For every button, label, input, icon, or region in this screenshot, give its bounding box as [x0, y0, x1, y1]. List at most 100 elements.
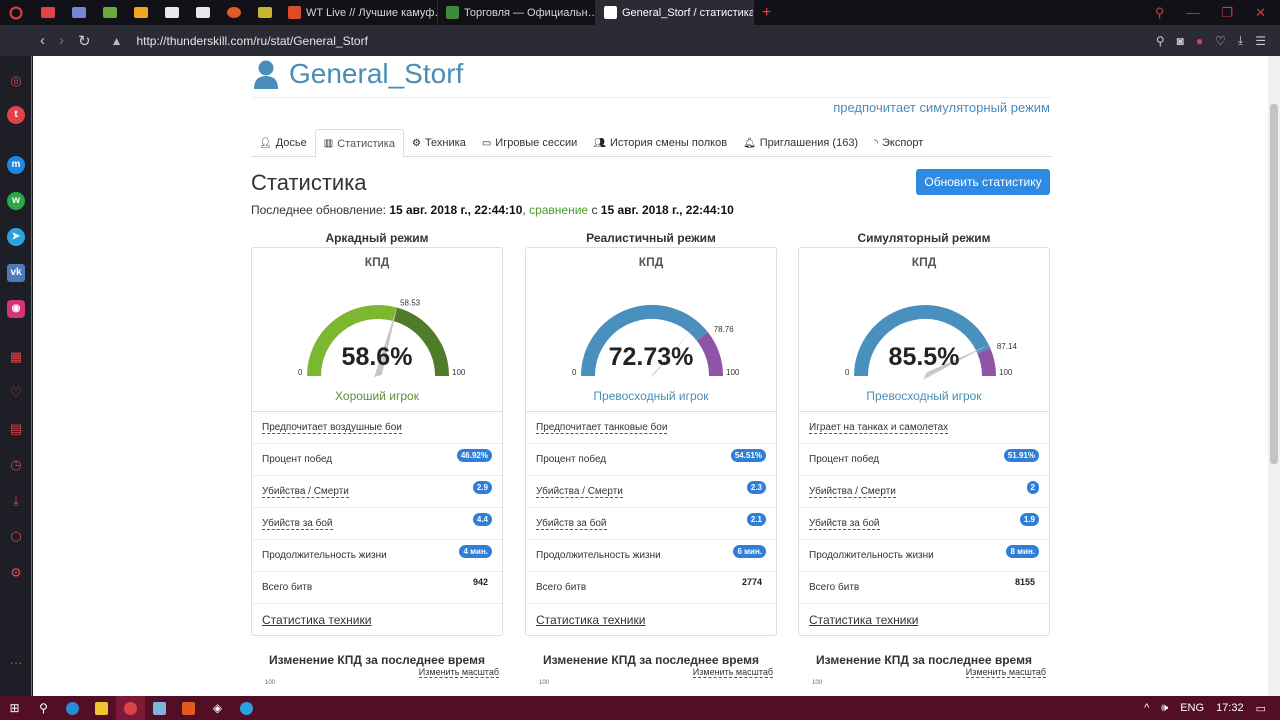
opera-menu-icon[interactable] [0, 0, 32, 25]
notifications-icon[interactable]: ▭ [1255, 702, 1266, 715]
tab-vehicles[interactable]: ⚙ Техника [404, 129, 474, 157]
gauge-min-label: 0 [298, 368, 303, 377]
tab-squadron-history[interactable]: 👥︎ История смены полков [585, 129, 735, 157]
clock[interactable]: 17:32 [1216, 702, 1244, 714]
change-scale-link[interactable]: Изменить масштаб [692, 667, 773, 678]
pinned-tab-book[interactable] [94, 0, 125, 25]
adblock-icon[interactable]: ● [1195, 33, 1204, 48]
search-icon[interactable]: ⚲ [39, 701, 48, 715]
tab-wt-live[interactable]: WT Live // Лучшие камуф… [280, 0, 438, 25]
camera-icon[interactable]: ◙ [1176, 33, 1184, 48]
change-scale-link[interactable]: Изменить масштаб [418, 667, 499, 678]
player-rating: Превосходный игрок [593, 389, 709, 403]
tab-export[interactable]: ◝ Экспорт [866, 129, 931, 157]
language-indicator[interactable]: ENG [1180, 702, 1205, 714]
new-tab-button[interactable]: + [762, 3, 772, 21]
extensions-icon[interactable]: ⬡ [10, 529, 22, 544]
preference-label[interactable]: Играет на танках и самолетах [809, 421, 949, 434]
vehicle-stats-link[interactable]: Статистика техники [536, 612, 646, 627]
stat-label[interactable]: Убийств за бой [262, 517, 333, 530]
opera-sidebar: ◎ t m w ➤ vk ◉ ▦ ♡ ▤ ◷ ⤓ ⬡ ⚙ ··· [0, 56, 32, 696]
whatsapp-icon[interactable]: w [7, 192, 25, 210]
pinned-tab-gmail-1[interactable] [156, 0, 187, 25]
history-icon[interactable]: ◷ [10, 457, 22, 472]
tab-statistics[interactable]: ▥ Статистика [314, 129, 404, 158]
warning-icon[interactable]: ▲ [110, 33, 123, 48]
heart-icon[interactable]: ♡ [1215, 33, 1226, 48]
search-tabs-icon[interactable]: ⚲ [1154, 4, 1165, 20]
app-icon[interactable] [145, 696, 174, 720]
vehicle-stats-link[interactable]: Статистика техники [809, 612, 919, 627]
tool-icon[interactable]: ◈ [212, 701, 223, 715]
forward-button[interactable]: › [59, 32, 64, 49]
tab-general-storf[interactable]: General_Storf / статистика ✕ [596, 0, 754, 25]
instagram-icon[interactable]: ◉ [7, 300, 25, 318]
mode-title: Симуляторный режим [857, 231, 991, 245]
url-field[interactable]: http://thunderskill.com/ru/stat/General_… [136, 33, 368, 48]
search-icon[interactable]: ⚲ [1155, 33, 1165, 48]
menu-icon[interactable]: ☰ [1255, 33, 1266, 48]
office-icon[interactable] [174, 696, 203, 720]
gauge-marker-label: 87.14 [997, 342, 1018, 351]
tab-dossier[interactable]: 👤︎ Досье [251, 129, 315, 157]
messenger-icon[interactable]: m [7, 156, 25, 174]
reload-button[interactable]: ↻ [78, 32, 91, 50]
pinned-tab-r[interactable] [125, 0, 156, 25]
pinned-tab-discord[interactable] [63, 0, 94, 25]
page-scrollbar[interactable] [1268, 56, 1280, 696]
speed-dial-icon[interactable]: ◎ [10, 73, 22, 88]
vehicle-stats-link[interactable]: Статистика техники [262, 612, 372, 627]
settings-icon[interactable]: ⚙ [10, 565, 22, 580]
twitch-icon[interactable]: t [7, 106, 25, 124]
tab-invitations[interactable]: 🔔︎ Приглашения (163) [735, 129, 866, 157]
stat-label[interactable]: Убийства / Смерти [262, 485, 349, 498]
vk-icon[interactable]: vk [7, 264, 25, 282]
back-button[interactable]: ‹ [40, 32, 45, 49]
pinned-tab-youtube[interactable] [32, 0, 63, 25]
tab-trading[interactable]: Торговля — Официальн… [438, 0, 596, 25]
close-window-button[interactable]: ✕ [1255, 4, 1266, 20]
preference-label[interactable]: Предпочитает воздушные бои [262, 421, 402, 434]
kpd-trend-chart: Изменение КПД за последнее время Изменить… [251, 653, 503, 686]
stat-row-life: Продолжительность жизни 6 мин. [526, 540, 776, 572]
telegram-icon[interactable]: ➤ [7, 228, 25, 246]
tab-title: Торговля — Официальн… [464, 6, 596, 19]
preference-row[interactable]: Предпочитает танковые бои [526, 412, 776, 444]
stat-label: Всего битв [536, 582, 587, 593]
telegram-taskbar-icon[interactable] [232, 696, 261, 720]
favorites-icon[interactable]: ♡ [10, 385, 22, 400]
more-icon[interactable]: ··· [9, 655, 23, 670]
gauge-chart: 58.53 0 100 [298, 299, 466, 378]
pinned-tab-gmail-2[interactable] [187, 0, 218, 25]
stat-label[interactable]: Убийства / Смерти [536, 485, 623, 498]
change-scale-link[interactable]: Изменить масштаб [965, 667, 1046, 678]
opera-taskbar-icon[interactable] [116, 696, 145, 720]
tab-sessions[interactable]: ▭ Игровые сессии [474, 129, 585, 157]
edge-icon[interactable] [58, 696, 87, 720]
minimize-button[interactable]: — [1186, 5, 1200, 20]
download-icon[interactable]: ⤓ [1237, 33, 1244, 47]
news-icon[interactable]: ▤ [9, 421, 23, 436]
compare-link[interactable]: сравнение [529, 203, 589, 217]
apps-icon[interactable]: ▦ [9, 349, 23, 364]
start-button[interactable]: ⊞ [9, 701, 20, 715]
downloads-icon[interactable]: ⤓ [13, 493, 19, 508]
tray-chevron-icon[interactable]: ^ [1144, 702, 1150, 714]
stat-label[interactable]: Убийств за бой [536, 517, 607, 530]
explorer-icon[interactable] [87, 696, 116, 720]
pinned-tab-opera[interactable] [218, 0, 249, 25]
stat-row-battles: Всего битв 942 [252, 572, 502, 604]
gauge-min-label: 0 [572, 368, 577, 377]
preference-row[interactable]: Играет на танках и самолетах [799, 412, 1049, 444]
maximize-button[interactable]: ❐ [1221, 4, 1234, 20]
pinned-tab-leaf[interactable] [249, 0, 280, 25]
volume-icon[interactable]: 🕪︎ [1161, 701, 1169, 714]
refresh-stats-button[interactable]: Обновить статистику [916, 169, 1050, 195]
discord-icon [71, 7, 86, 18]
scrollbar-thumb[interactable] [1270, 104, 1278, 464]
preference-row[interactable]: Предпочитает воздушные бои [252, 412, 502, 444]
stat-label[interactable]: Убийства / Смерти [809, 485, 896, 498]
r-logo-icon [133, 7, 148, 18]
preference-label[interactable]: Предпочитает танковые бои [536, 421, 668, 434]
stat-label[interactable]: Убийств за бой [809, 517, 880, 530]
